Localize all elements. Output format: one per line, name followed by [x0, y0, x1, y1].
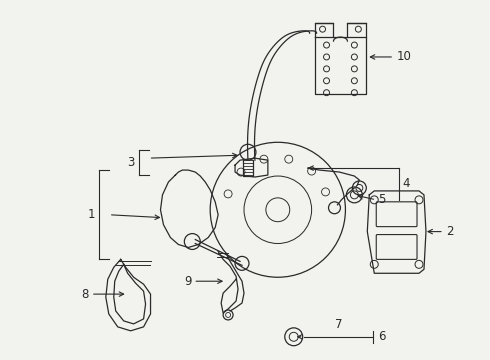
Text: 2: 2	[446, 225, 453, 238]
Text: 10: 10	[397, 50, 412, 63]
Text: 9: 9	[184, 275, 191, 288]
Text: 4: 4	[402, 177, 410, 190]
Text: 6: 6	[378, 330, 386, 343]
Text: 8: 8	[81, 288, 89, 301]
Text: 3: 3	[127, 156, 135, 168]
Text: 1: 1	[87, 208, 95, 221]
Text: 7: 7	[335, 318, 342, 331]
Text: 5: 5	[378, 193, 386, 206]
